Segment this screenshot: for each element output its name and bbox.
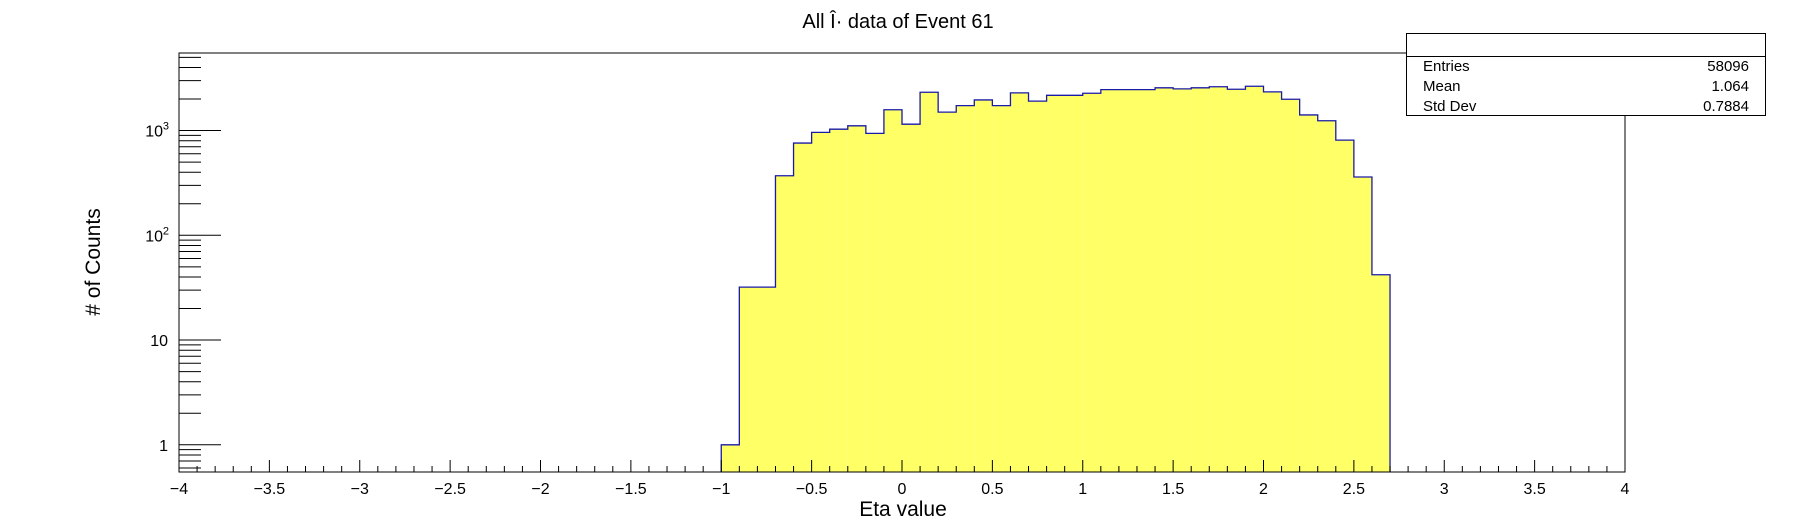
stats-row-mean: Mean 1.064: [1407, 77, 1765, 97]
histogram-bar-7: [865, 133, 884, 472]
histogram-bar-19: [1100, 89, 1156, 472]
x-tick-label: −1: [712, 481, 730, 498]
y-tick-label: 10: [150, 333, 168, 350]
histogram-bar-13: [974, 99, 993, 472]
histogram-bar-20: [1155, 87, 1174, 472]
x-axis-label: Eta value: [859, 498, 947, 521]
histogram-bar-4: [811, 132, 830, 472]
histogram-bar-24: [1227, 89, 1246, 472]
histogram-outline: [720, 85, 1391, 472]
stats-mean-value: 1.064: [1711, 78, 1749, 95]
x-axis: −4 −3.5 −3 −2.5 −2 −1.5 −1 −0.5 0 0.5 1 1.5 2 2.5 3 3.5…: [170, 460, 1630, 498]
histogram-bar-17: [1046, 95, 1083, 472]
histogram-bar-8: [883, 109, 902, 473]
x-tick-label: −2: [531, 481, 549, 498]
histogram-bar-11: [938, 112, 957, 473]
x-tick-label: 3.5: [1524, 481, 1546, 498]
x-tick-label: 1: [1078, 481, 1087, 498]
chart-title: All Î· data of Event 61: [802, 10, 993, 33]
stats-entries-label: Entries: [1423, 58, 1470, 75]
histogram-bar-25: [1245, 86, 1264, 472]
histogram-bar-15: [1010, 92, 1029, 472]
stats-row-stddev: Std Dev 0.7884: [1407, 97, 1765, 117]
x-tick-label: 0: [898, 481, 907, 498]
x-tick-label: −0.5: [796, 481, 828, 498]
histogram-bar-18: [1082, 93, 1101, 473]
histogram-bar-21: [1173, 88, 1192, 472]
histogram-bar-26: [1263, 91, 1282, 473]
histogram-bar-30: [1335, 140, 1354, 472]
histogram-bar-16: [1028, 101, 1047, 472]
stats-mean-label: Mean: [1423, 78, 1461, 95]
x-tick-label: −1.5: [615, 481, 647, 498]
stats-row-entries: Entries 58096: [1407, 57, 1765, 77]
stats-header: [1407, 34, 1765, 57]
x-tick-label: −4: [170, 481, 188, 498]
histogram-bar-32: [1371, 274, 1391, 472]
histogram-bar-12: [956, 105, 975, 472]
x-tick-label: 1.5: [1162, 481, 1184, 498]
histogram-bar-1: [739, 287, 776, 472]
histogram-bar-10: [920, 92, 939, 472]
y-tick-exponent: 3: [163, 121, 169, 133]
stats-entries-value: 58096: [1707, 58, 1749, 75]
y-tick-label: 10: [145, 124, 163, 141]
x-tick-label: 0.5: [981, 481, 1003, 498]
histogram-bar-2: [775, 175, 794, 472]
histogram-bar-29: [1317, 120, 1336, 473]
histogram-bar-28: [1299, 114, 1318, 472]
y-tick-exponent: 2: [163, 225, 169, 237]
x-tick-label: 4: [1621, 481, 1630, 498]
x-tick-label: −2.5: [434, 481, 466, 498]
y-axis-label: # of Counts: [82, 208, 105, 315]
stats-stddev-value: 0.7884: [1703, 98, 1749, 115]
histogram-bar-22: [1191, 87, 1210, 472]
histogram-bar-27: [1281, 99, 1300, 472]
histogram-bar-3: [793, 143, 812, 472]
histogram-bar-5: [829, 129, 848, 472]
histogram-bars: [721, 86, 1391, 473]
x-tick-label: 2: [1259, 481, 1268, 498]
y-tick-label: 1: [159, 438, 168, 455]
histogram-bar-31: [1353, 177, 1372, 472]
stats-stddev-label: Std Dev: [1423, 98, 1477, 115]
stats-box: Entries 58096 Mean 1.064 Std Dev 0.7884: [1406, 33, 1766, 116]
histogram-bar-14: [992, 105, 1011, 472]
y-tick-label: 10: [145, 228, 163, 245]
x-tick-label: 2.5: [1343, 481, 1365, 498]
histogram-bar-6: [847, 125, 866, 472]
x-tick-label: 3: [1440, 481, 1449, 498]
histogram-bar-9: [902, 124, 921, 473]
x-tick-label: −3.5: [254, 481, 286, 498]
histogram-bar-23: [1209, 86, 1228, 472]
histogram-bar-0: [721, 444, 740, 472]
x-tick-label: −3: [351, 481, 369, 498]
